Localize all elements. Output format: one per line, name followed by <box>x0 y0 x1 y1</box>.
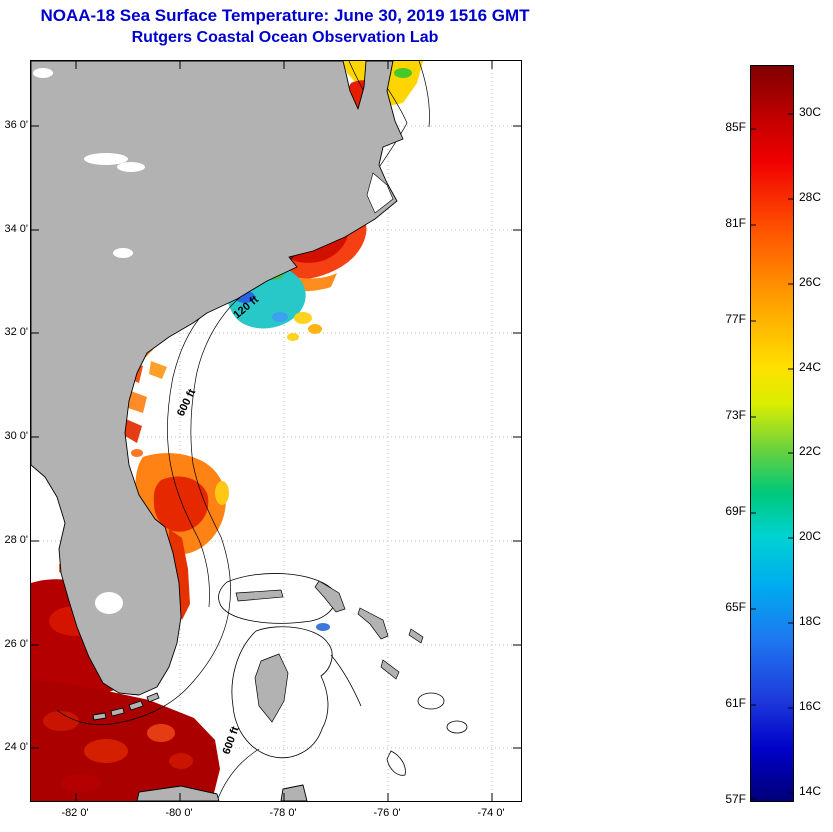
cb-label-57f: 57F <box>725 792 746 806</box>
lon-label-82: -82 0' <box>61 807 89 819</box>
bahamas-outlines <box>218 573 468 776</box>
map-frame: 120 ft 600 ft 600 ft <box>30 60 522 802</box>
page-title: NOAA-18 Sea Surface Temperature: June 30… <box>40 6 530 25</box>
lon-label-78: -78 0' <box>269 807 297 819</box>
grand-bahama <box>235 589 284 602</box>
pamlico-sound <box>366 172 394 214</box>
cb-label-20c: 20C <box>799 529 822 543</box>
page-subtitle: Rutgers Coastal Ocean Observation Lab <box>131 29 439 46</box>
lon-label-74: -74 0' <box>477 807 505 819</box>
lat-label-36: 36 0' <box>4 119 28 131</box>
eleuthera <box>357 607 389 640</box>
cb-label-18c: 18C <box>799 614 822 628</box>
cb-label-28c: 28C <box>799 190 822 204</box>
contour-label-600ft-shelf: 600 ft <box>175 387 199 418</box>
cb-label-22c: 22C <box>799 444 822 458</box>
cb-label-14c: 14C <box>799 784 822 798</box>
lat-label-34: 34 0' <box>4 223 28 235</box>
contour-label-600ft-south: 600 ft <box>221 725 242 756</box>
cb-label-81f: 81F <box>725 216 746 230</box>
land-shape <box>31 61 404 801</box>
abaco <box>314 580 346 613</box>
lat-label-26: 26 0' <box>4 638 28 650</box>
sst-map-canvas: 120 ft 600 ft 600 ft <box>31 61 521 801</box>
lat-label-28: 28 0' <box>4 534 28 546</box>
colorbar-ticks <box>751 113 793 800</box>
cb-label-73f: 73F <box>725 408 746 422</box>
cb-label-26c: 26C <box>799 275 822 289</box>
andros <box>254 653 289 723</box>
cb-label-30c: 30C <box>799 105 822 119</box>
cloud-gaps <box>33 68 145 614</box>
lake-okeechobee <box>95 592 123 614</box>
cb-label-16c: 16C <box>799 699 822 713</box>
cb-label-77f: 77F <box>725 312 746 326</box>
cb-label-85f: 85F <box>725 120 746 134</box>
bahamas-islands <box>235 580 424 723</box>
cb-label-65f: 65F <box>725 600 746 614</box>
cuba-strip <box>136 785 220 801</box>
axis-ticks <box>31 61 521 801</box>
cb-label-61f: 61F <box>725 696 746 710</box>
lon-label-76: -76 0' <box>373 807 401 819</box>
lat-label-24: 24 0' <box>4 741 28 753</box>
florida-keys <box>146 692 160 703</box>
lat-label-30: 30 0' <box>4 430 28 442</box>
lat-label-32: 32 0' <box>4 326 28 338</box>
cat-island <box>380 659 400 680</box>
cb-label-69f: 69F <box>725 504 746 518</box>
temperature-colorbar <box>750 65 794 802</box>
lon-label-80: -80 0' <box>165 807 193 819</box>
cb-label-24c: 24C <box>799 360 822 374</box>
mainland-coast <box>31 61 404 696</box>
